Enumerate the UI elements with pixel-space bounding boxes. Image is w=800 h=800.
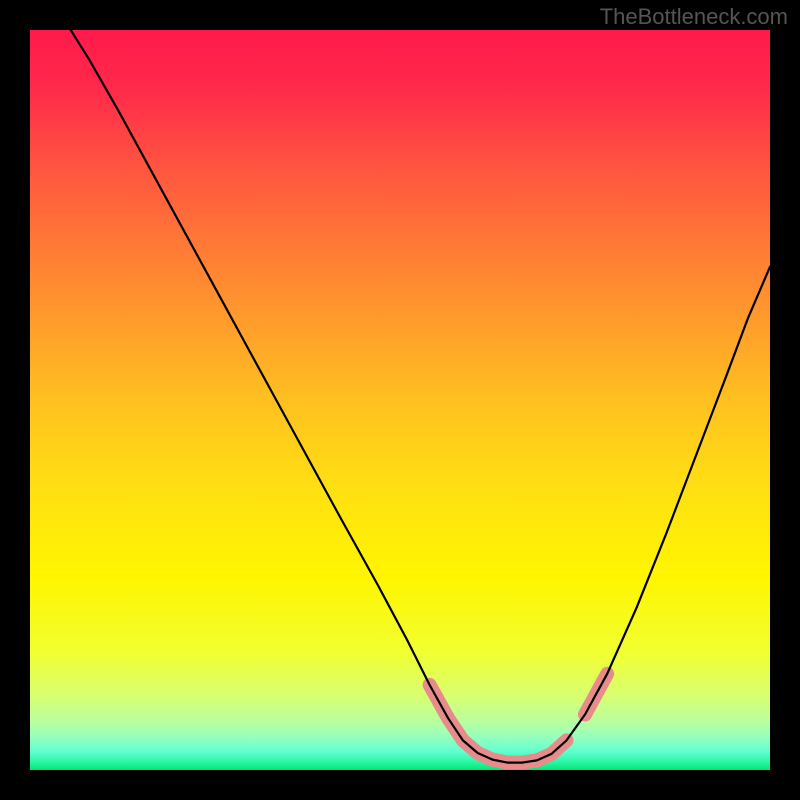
- watermark-label: TheBottleneck.com: [600, 4, 788, 30]
- bottleneck-chart: [0, 0, 800, 800]
- plot-background: [30, 30, 770, 770]
- chart-container: TheBottleneck.com: [0, 0, 800, 800]
